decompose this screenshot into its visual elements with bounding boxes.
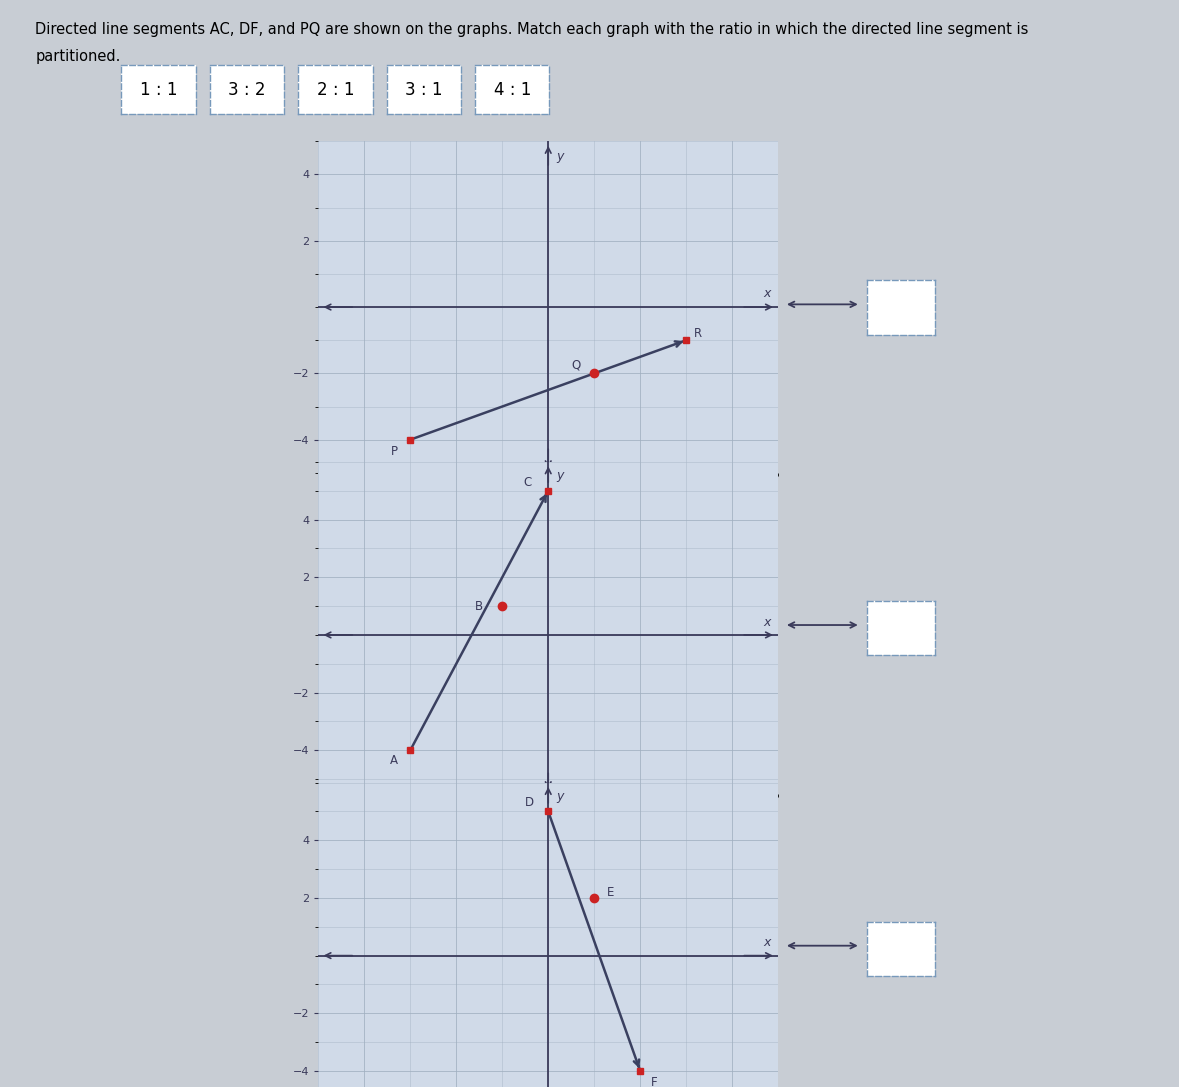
Text: x: x bbox=[763, 287, 770, 300]
Text: E: E bbox=[607, 886, 614, 899]
Text: C: C bbox=[523, 476, 532, 489]
Text: R: R bbox=[693, 327, 702, 340]
Text: Directed line segments AC, DF, and PQ are shown on the graphs. Match each graph : Directed line segments AC, DF, and PQ ar… bbox=[35, 22, 1029, 37]
Text: 2 : 1: 2 : 1 bbox=[317, 80, 354, 99]
Text: B: B bbox=[475, 600, 483, 613]
Text: 1 : 1: 1 : 1 bbox=[140, 80, 177, 99]
Text: P: P bbox=[390, 445, 397, 458]
Text: 4 : 1: 4 : 1 bbox=[494, 80, 531, 99]
Text: 3 : 1: 3 : 1 bbox=[406, 80, 442, 99]
Text: A: A bbox=[390, 754, 399, 766]
Text: y: y bbox=[556, 150, 564, 163]
Text: 3 : 2: 3 : 2 bbox=[229, 80, 265, 99]
Text: D: D bbox=[526, 797, 534, 810]
Text: Q: Q bbox=[571, 359, 580, 372]
Text: x: x bbox=[763, 936, 770, 949]
Text: partitioned.: partitioned. bbox=[35, 49, 120, 64]
Text: y: y bbox=[556, 470, 564, 483]
Text: y: y bbox=[556, 790, 564, 803]
Text: x: x bbox=[763, 615, 770, 628]
Text: F: F bbox=[651, 1076, 658, 1087]
